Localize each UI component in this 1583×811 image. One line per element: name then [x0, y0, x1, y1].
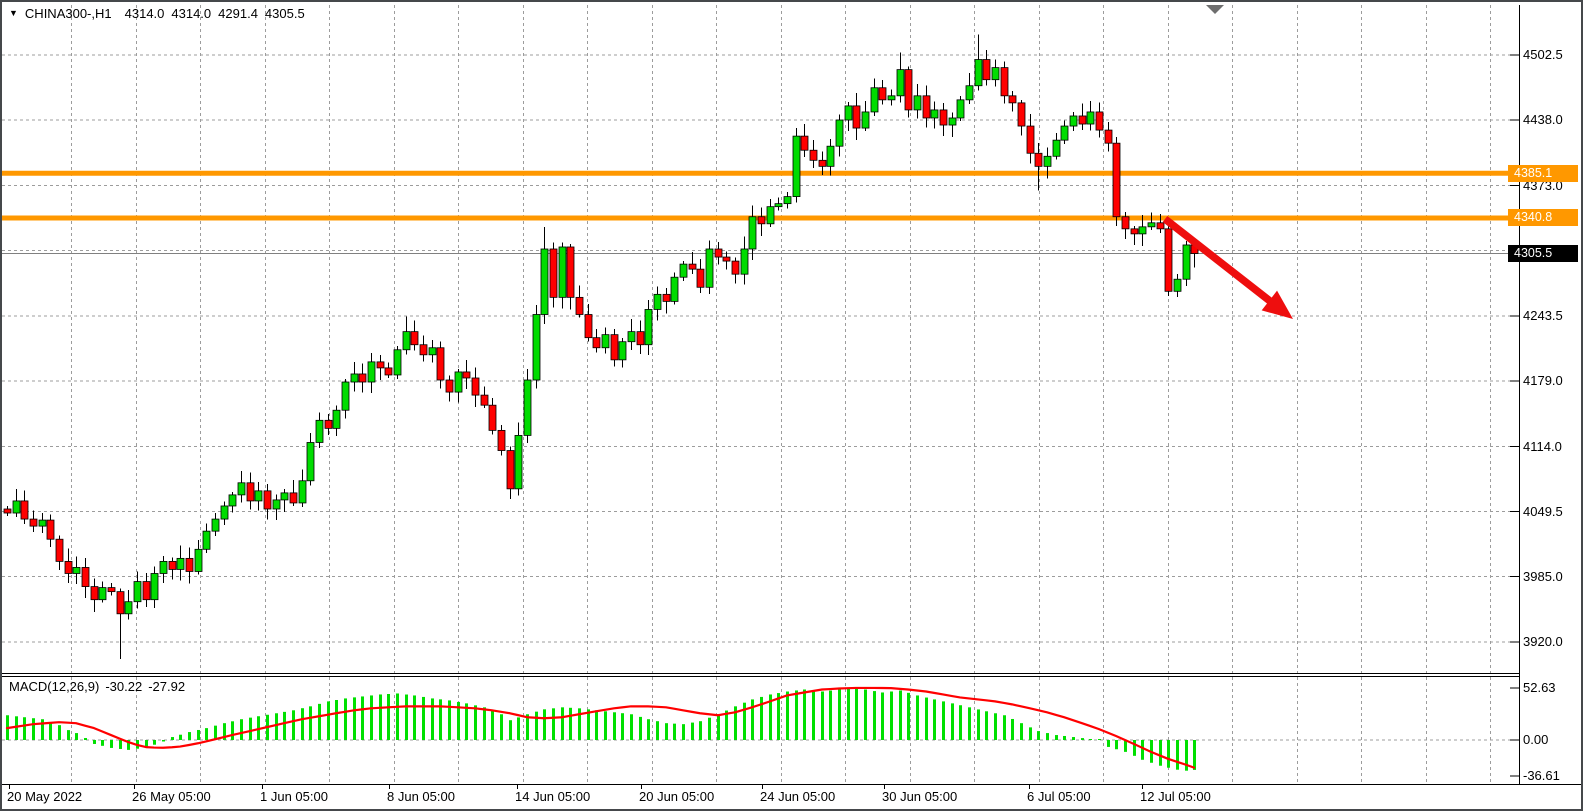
grid-lines: [2, 5, 1519, 784]
date-tick-label: 6 Jul 05:00: [1027, 789, 1091, 804]
horizontal-level-lines: [2, 170, 1519, 221]
macd-signal-line: [5, 686, 1196, 769]
macd-tick-label: 52.63: [1523, 679, 1556, 695]
price-tick-label: 3920.0: [1523, 634, 1563, 649]
price-tick-label: 4438.0: [1523, 111, 1563, 127]
current-price-tag: 4305.5: [1508, 245, 1578, 263]
date-tick-label: 12 Jul 05:00: [1140, 789, 1211, 804]
macd-tick-label: 0.00: [1523, 732, 1549, 747]
resistance-level-price-tag: 4385.1: [1508, 164, 1578, 182]
panel-borders: [2, 5, 1581, 785]
price-tick-label: 4179.0: [1523, 373, 1563, 388]
price-tick-label: 4049.5: [1523, 503, 1563, 519]
macd-indicator-label: MACD(12,26,9) -30.22 -27.92: [9, 679, 185, 694]
macd-main-value: -30.22: [105, 679, 143, 694]
date-tick-label: 24 Jun 05:00: [760, 789, 836, 804]
macd-histogram: [6, 687, 1196, 771]
macd-tick-label: -36.61: [1523, 768, 1560, 784]
macd-signal-value: -27.92: [148, 679, 186, 694]
macd-name: MACD(12,26,9): [9, 679, 100, 694]
candlestick-series[interactable]: [3, 34, 1199, 660]
support-level-price-tag: 4340.8: [1508, 209, 1578, 227]
symbol-dropdown-icon: ▼: [9, 7, 18, 18]
price-tick-label: 3985.0: [1523, 568, 1563, 584]
symbol-label: CHINA300-,H1: [24, 6, 112, 21]
price-tick-label: 4114.0: [1523, 438, 1562, 454]
quote-high: 4314.0: [171, 6, 212, 21]
axis-ticks: [9, 54, 1519, 789]
date-tick-label: 20 May 2022: [7, 789, 83, 804]
price-tick-label: 4243.5: [1523, 308, 1563, 323]
date-tick-label: 14 Jun 05:00: [515, 789, 591, 804]
price-tick-label: 4502.5: [1523, 47, 1563, 62]
date-tick-label: 8 Jun 05:00: [387, 789, 455, 804]
quote-low: 4291.4: [218, 6, 258, 21]
quote-close: 4305.5: [264, 6, 305, 21]
date-tick-label: 30 Jun 05:00: [882, 789, 958, 804]
quote-open: 4314.0: [124, 6, 165, 21]
date-tick-label: 26 May 05:00: [132, 789, 211, 804]
down-arrow-annotation: [1162, 216, 1293, 319]
chart-title: ▼ CHINA300-,H1 4314.0 4314.0 4291.4 4305…: [9, 6, 305, 21]
date-tick-label: 1 Jun 05:00: [260, 789, 328, 804]
date-tick-label: 20 Jun 05:00: [639, 789, 715, 804]
chart-shift-marker-icon: [1206, 5, 1224, 14]
